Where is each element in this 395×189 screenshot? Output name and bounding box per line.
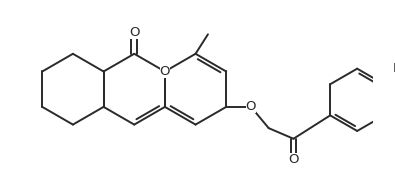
Text: O: O bbox=[246, 100, 256, 113]
Text: O: O bbox=[129, 26, 139, 39]
Text: O: O bbox=[288, 153, 299, 167]
Text: Br: Br bbox=[393, 62, 395, 75]
Text: O: O bbox=[160, 65, 170, 78]
